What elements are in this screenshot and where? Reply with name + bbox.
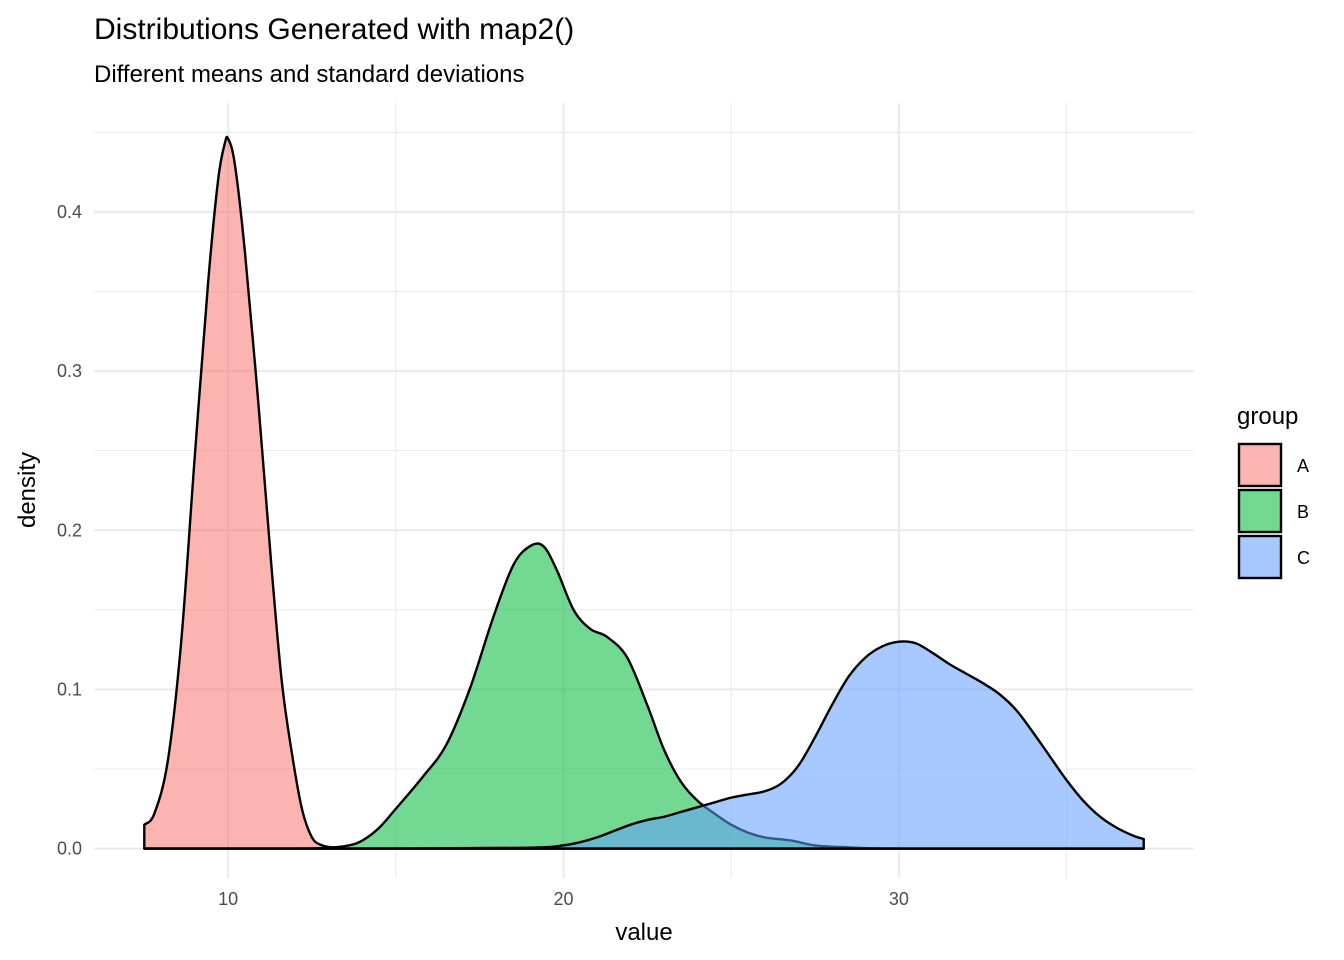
legend-label-A: A xyxy=(1297,456,1309,476)
axis-tick-labels: 0.0 0.1 0.2 0.3 0.4 10 20 30 xyxy=(57,202,909,909)
x-tick-label: 30 xyxy=(889,889,909,909)
legend-label-B: B xyxy=(1297,502,1309,522)
y-tick-label: 0.1 xyxy=(57,679,82,699)
y-tick-label: 0.0 xyxy=(57,839,82,859)
legend-key-B xyxy=(1237,488,1283,534)
legend-title: group xyxy=(1237,403,1298,430)
x-axis-title: value xyxy=(615,919,672,946)
legend-key-C xyxy=(1237,534,1283,580)
y-tick-label: 0.4 xyxy=(57,202,82,222)
density-areas xyxy=(143,135,1145,850)
chart-title: Distributions Generated with map2() xyxy=(94,13,574,46)
x-tick-label: 10 xyxy=(218,889,238,909)
legend-key-A xyxy=(1237,442,1283,488)
legend-label-C: C xyxy=(1297,548,1310,568)
chart-subtitle: Different means and standard deviations xyxy=(94,61,525,88)
density-area-C xyxy=(143,640,1145,850)
x-tick-label: 20 xyxy=(553,889,573,909)
y-tick-label: 0.2 xyxy=(57,520,82,540)
y-axis-title: density xyxy=(14,452,41,528)
y-tick-label: 0.3 xyxy=(57,361,82,381)
legend: group A B C xyxy=(1237,403,1310,580)
